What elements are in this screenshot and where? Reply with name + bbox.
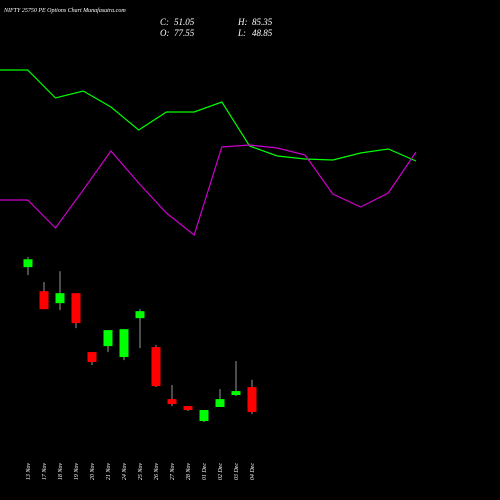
candle-body <box>215 399 225 408</box>
x-tick-label: 24 Nov <box>121 463 128 481</box>
candle-body <box>167 399 177 405</box>
stat-label: O: <box>160 28 170 38</box>
x-tick-label: 21 Nov <box>106 463 112 481</box>
stat-value: 77.55 <box>174 28 195 38</box>
stat-label: H: <box>237 17 248 27</box>
x-tick-label: 26 Nov <box>154 463 160 481</box>
stat-label: C: <box>160 17 169 27</box>
chart-title: NIFTY 25750 PE Options Chart Munafasutra… <box>3 7 126 14</box>
x-tick-label: 28 Nov <box>186 463 192 481</box>
candle-body <box>23 259 33 268</box>
x-tick-label: 20 Nov <box>90 463 96 481</box>
candle-body <box>231 391 241 396</box>
x-tick-label: 18 Nov <box>58 463 64 481</box>
x-tick-label: 25 Nov <box>138 463 144 481</box>
x-tick-label: 01 Dec <box>202 463 208 480</box>
x-tick-label: 03 Dec <box>234 463 240 480</box>
candle-body <box>87 352 97 363</box>
candle-body <box>71 293 81 324</box>
candle-body <box>151 347 161 387</box>
candle-body <box>247 387 257 413</box>
stat-value: 85.35 <box>252 17 273 27</box>
stat-label: L: <box>237 28 246 38</box>
x-tick-label: 17 Nov <box>42 463 48 481</box>
candle-body <box>199 410 209 422</box>
x-tick-label: 13 Nov <box>26 463 32 481</box>
stat-value: 51.05 <box>174 17 195 27</box>
candle-body <box>55 293 65 304</box>
x-tick-label: 04 Dec <box>249 463 256 480</box>
indicator-line <box>0 69 417 162</box>
candle-body <box>103 330 113 347</box>
candle-body <box>183 406 193 411</box>
x-tick-label: 02 Dec <box>218 463 224 480</box>
x-tick-label: 19 Nov <box>74 463 80 481</box>
candle-body <box>135 311 145 319</box>
stat-value: 48.85 <box>252 28 273 38</box>
candle-body <box>119 329 129 358</box>
candle-body <box>39 291 49 310</box>
indicator-line <box>0 144 417 237</box>
x-tick-label: 27 Nov <box>170 463 176 481</box>
